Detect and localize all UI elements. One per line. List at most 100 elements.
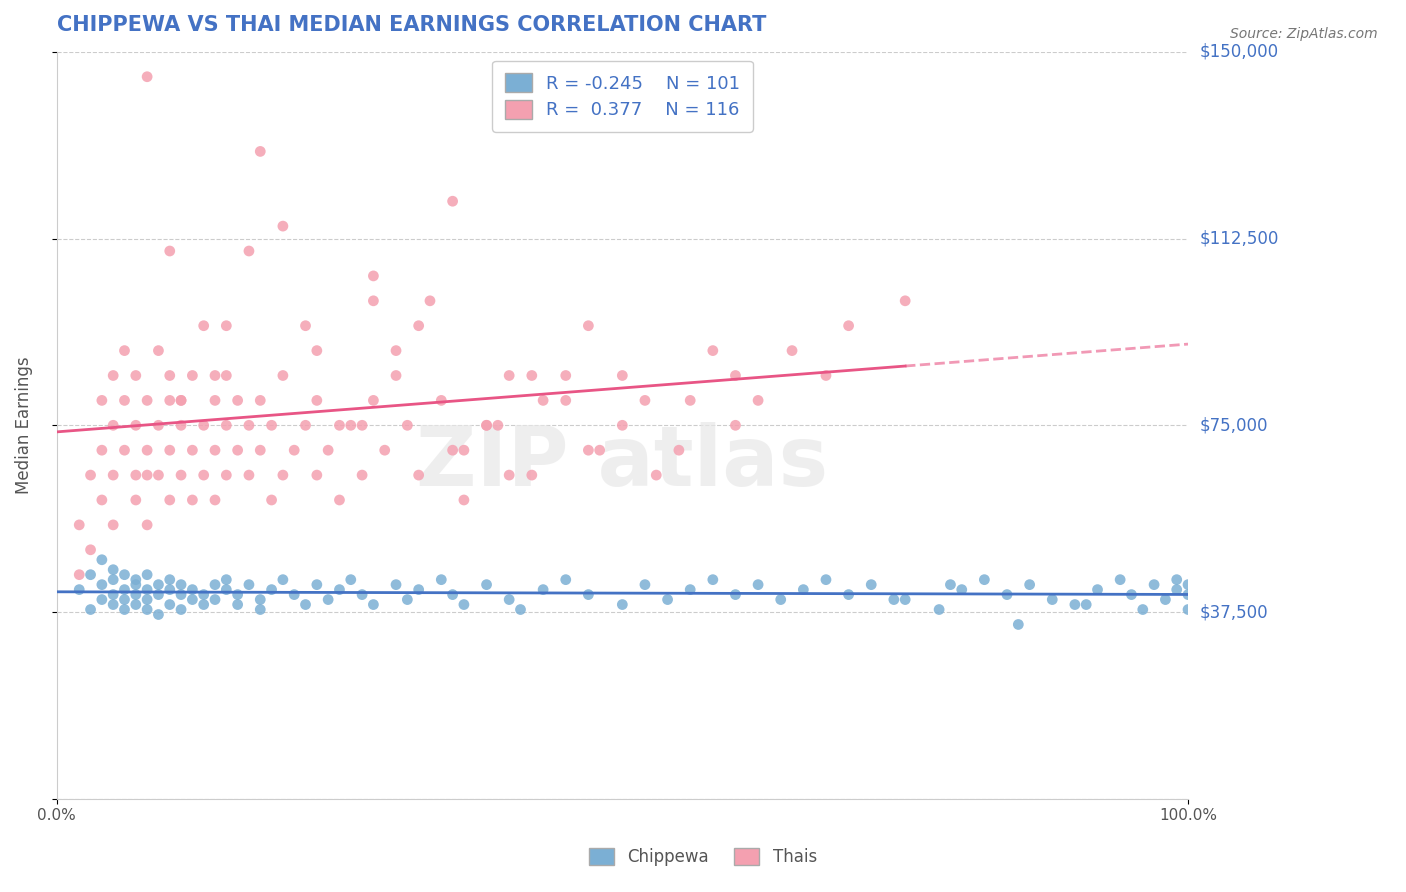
Point [498,368,520,383]
Point [90,493,112,508]
Point [352,418,374,433]
Point [814,368,837,383]
Point [305,577,328,591]
Point [79,567,101,582]
Point [114,582,136,597]
Point [724,368,747,383]
Point [125,493,148,508]
Point [101,517,124,532]
Point [79,468,101,483]
Text: $37,500: $37,500 [1199,603,1268,621]
Point [838,588,860,602]
Text: $112,500: $112,500 [1199,229,1278,248]
Point [215,582,238,597]
Point [215,418,238,433]
Point [260,418,283,433]
Point [204,368,226,383]
Point [114,602,136,616]
Point [679,582,702,597]
Point [1177,577,1199,591]
Point [430,573,453,587]
Y-axis label: Median Earnings: Median Earnings [15,357,32,494]
Point [1177,588,1199,602]
Point [883,592,905,607]
Point [316,443,339,458]
Point [520,368,543,383]
Point [316,592,339,607]
Point [294,418,316,433]
Text: $150,000: $150,000 [1199,43,1278,61]
Point [1132,602,1154,616]
Point [67,567,90,582]
Point [1076,598,1098,612]
Point [101,368,124,383]
Point [249,145,271,159]
Point [634,393,657,408]
Point [101,418,124,433]
Point [363,393,385,408]
Point [724,418,747,433]
Point [396,592,419,607]
Point [702,343,724,358]
Point [498,592,520,607]
Point [170,393,193,408]
Point [136,70,159,84]
Point [90,443,112,458]
Point [136,592,159,607]
Point [271,468,294,483]
Point [780,343,803,358]
Point [159,582,181,597]
Point [226,588,249,602]
Point [170,418,193,433]
Point [612,368,634,383]
Point [101,573,124,587]
Point [136,567,159,582]
Point [181,582,204,597]
Point [352,468,374,483]
Point [226,443,249,458]
Point [271,219,294,233]
Point [339,418,361,433]
Point [453,598,475,612]
Point [136,602,159,616]
Point [204,443,226,458]
Point [1143,577,1166,591]
Point [498,468,520,483]
Point [148,577,170,591]
Point [193,598,215,612]
Point [148,468,170,483]
Point [531,393,554,408]
Point [645,468,668,483]
Point [475,577,498,591]
Point [170,577,193,591]
Point [226,598,249,612]
Point [995,588,1018,602]
Point [814,573,837,587]
Point [125,588,148,602]
Point [374,443,396,458]
Point [215,468,238,483]
Point [520,468,543,483]
Point [430,393,453,408]
Legend: Chippewa, Thais: Chippewa, Thais [581,840,825,875]
Point [385,343,408,358]
Point [181,592,204,607]
Text: Source: ZipAtlas.com: Source: ZipAtlas.com [1230,27,1378,41]
Point [554,393,576,408]
Point [747,577,769,591]
Point [125,418,148,433]
Point [385,577,408,591]
Point [67,582,90,597]
Point [396,418,419,433]
Point [475,418,498,433]
Point [101,588,124,602]
Point [125,468,148,483]
Point [159,573,181,587]
Point [114,592,136,607]
Point [136,443,159,458]
Point [554,573,576,587]
Point [204,592,226,607]
Point [328,418,350,433]
Point [114,393,136,408]
Point [305,468,328,483]
